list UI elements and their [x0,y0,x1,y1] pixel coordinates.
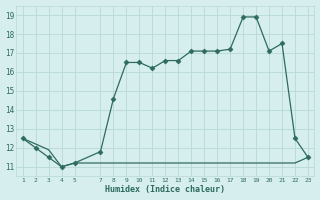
X-axis label: Humidex (Indice chaleur): Humidex (Indice chaleur) [105,185,225,194]
